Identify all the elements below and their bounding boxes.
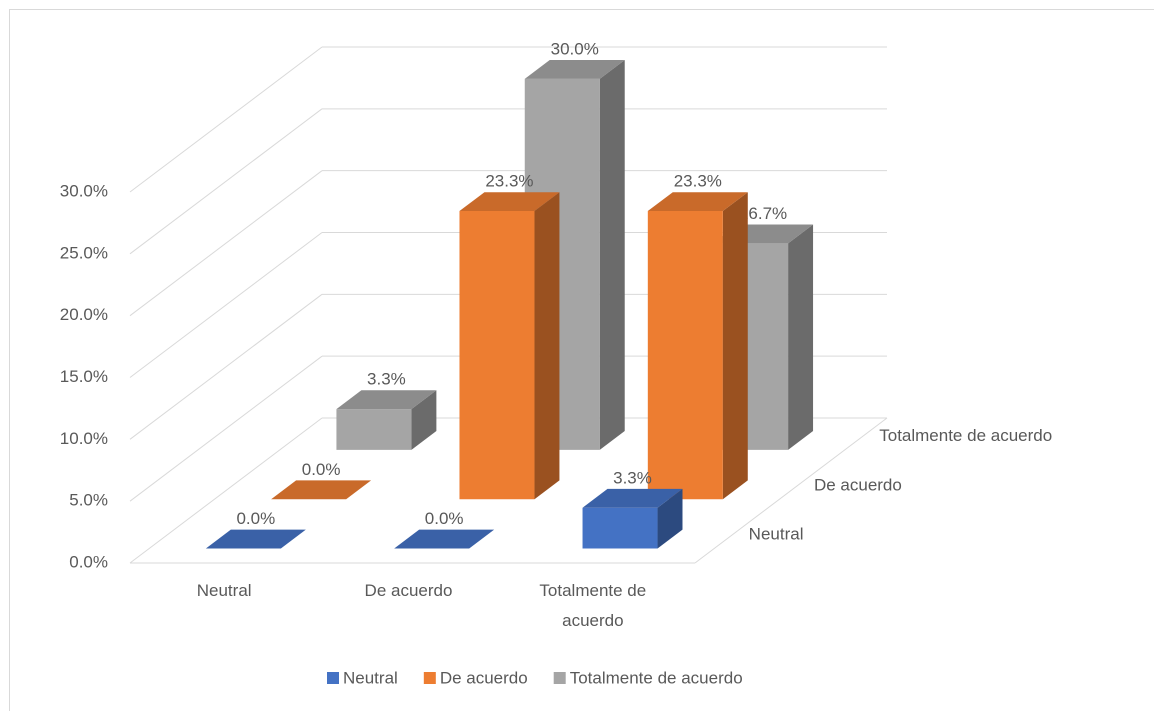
floor-edge xyxy=(694,417,888,564)
y-tick-label: 25.0% xyxy=(60,243,108,262)
bar-side xyxy=(411,390,437,450)
grid-line xyxy=(129,170,323,317)
value-label: 0.0% xyxy=(425,509,464,528)
bar-top xyxy=(524,60,625,79)
bar-front xyxy=(647,211,723,500)
depth-label: Totalmente de acuerdo xyxy=(879,426,1052,445)
bar-side xyxy=(722,192,748,500)
value-label: 0.0% xyxy=(236,509,275,528)
y-tick-label: 5.0% xyxy=(69,491,108,510)
bar-top xyxy=(205,529,306,549)
legend-label: De acuerdo xyxy=(440,668,528,687)
grid-line xyxy=(129,46,323,193)
value-label: 3.3% xyxy=(367,370,406,389)
bar xyxy=(205,529,306,549)
bar-front xyxy=(336,409,412,450)
grid-line xyxy=(129,293,323,440)
x-tick-label: Neutral xyxy=(196,581,252,600)
value-label: 23.3% xyxy=(485,172,533,191)
bar-top xyxy=(271,480,372,500)
bar xyxy=(459,192,560,500)
bar-side xyxy=(657,488,683,549)
bar xyxy=(336,390,437,450)
grid-line xyxy=(129,417,323,564)
y-tick-label: 20.0% xyxy=(60,305,108,324)
x-tick-label: De acuerdo xyxy=(364,581,453,600)
bar xyxy=(394,529,495,549)
bar-side xyxy=(534,192,560,500)
chart-border xyxy=(9,9,1154,711)
value-label: 30.0% xyxy=(551,40,599,59)
grid-line xyxy=(129,232,323,378)
bar-top xyxy=(582,488,683,508)
value-label: 23.3% xyxy=(674,172,722,191)
bar xyxy=(271,480,372,500)
value-label: 16.7% xyxy=(739,204,787,223)
legend-label: Neutral xyxy=(343,668,398,687)
bar-side xyxy=(599,60,625,450)
legend-label: Totalmente de acuerdo xyxy=(570,668,743,687)
bar xyxy=(647,192,748,500)
value-label: 3.3% xyxy=(613,468,652,487)
depth-label: De acuerdo xyxy=(814,475,902,494)
bar-side xyxy=(788,224,814,450)
bar-front xyxy=(459,211,535,500)
y-tick-label: 10.0% xyxy=(60,429,108,448)
legend-swatch xyxy=(553,672,566,684)
legend-swatch xyxy=(327,672,339,684)
value-label: 0.0% xyxy=(302,460,341,479)
y-tick-label: 30.0% xyxy=(60,181,108,200)
y-tick-label: 0.0% xyxy=(69,552,108,571)
bar xyxy=(582,488,683,549)
grid-line xyxy=(129,355,323,502)
legend-swatch xyxy=(423,672,436,684)
grid-line xyxy=(129,108,323,255)
bar-top xyxy=(647,192,748,212)
depth-label: Neutral xyxy=(749,525,804,544)
x-tick-label: Totalmente de acuerdo xyxy=(539,581,647,630)
bar-top xyxy=(336,390,437,410)
y-tick-label: 15.0% xyxy=(60,367,108,386)
bar-top xyxy=(394,529,495,549)
bar-front xyxy=(582,507,658,549)
bar-top xyxy=(459,192,560,212)
